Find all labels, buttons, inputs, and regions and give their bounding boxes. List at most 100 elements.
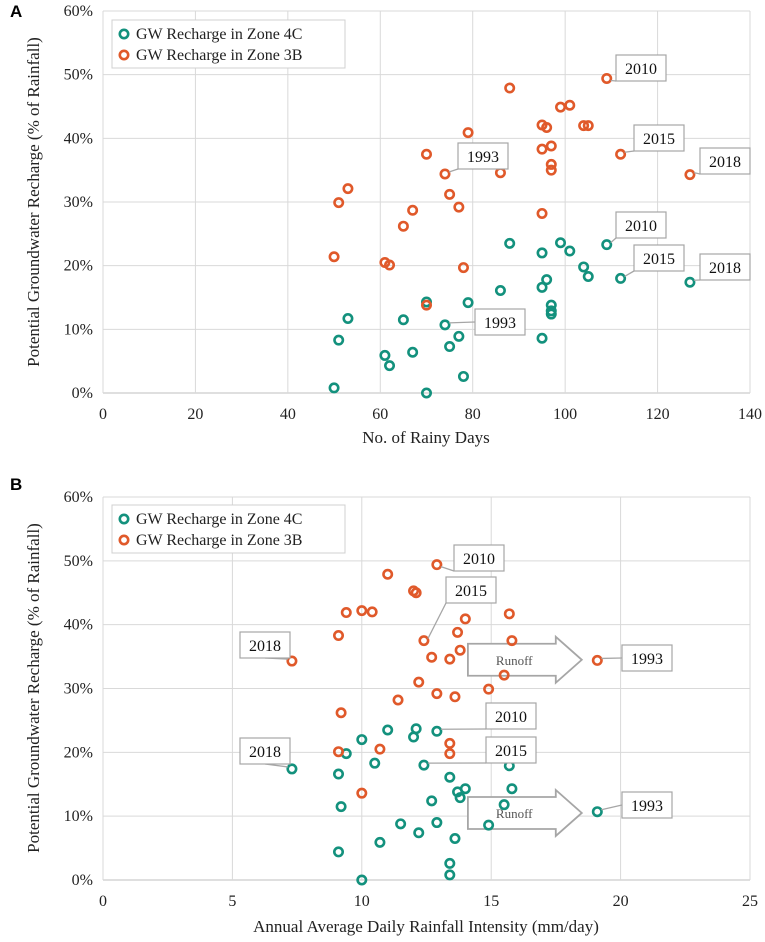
b-annotation-box	[621, 644, 673, 672]
a-annotation-leader	[610, 79, 617, 82]
a-ytick-label: 10%	[64, 321, 93, 338]
a-point-zone3b	[444, 188, 456, 200]
a-point-zone4c	[439, 319, 451, 331]
a-annotation-leader	[448, 168, 459, 173]
b-xtick-label: 10	[354, 893, 370, 910]
a-point-zone3b	[536, 207, 548, 219]
b-annotation-box	[445, 576, 497, 604]
a-point-zone3b	[439, 168, 451, 180]
a-point-zone3b	[601, 72, 613, 84]
b-point-zone4c	[459, 783, 471, 795]
a-annotation-leader	[624, 270, 635, 277]
a-point-zone3b	[342, 183, 354, 195]
b-point-zone3b	[374, 743, 386, 755]
panel-b-chart: B 0% 10% 20% 30% 40% 50% 60% 0 5 10 15 20 25 Annual Av…	[10, 475, 758, 936]
a-point-zone4c	[462, 297, 474, 309]
b-annotation-label: 2015	[495, 743, 527, 760]
a-point-zone4c	[536, 247, 548, 259]
a-point-zone4c	[397, 314, 409, 326]
b-runoff-arrow	[467, 634, 584, 685]
a-xtick-label: 60	[372, 406, 388, 423]
a-point-zone3b	[397, 220, 409, 232]
a-y-axis-label: Potential Groundwater Recharge (% of Rai…	[24, 37, 43, 367]
b-xtick-label: 5	[228, 893, 236, 910]
a-point-zone4c	[564, 245, 576, 257]
a-point-zone3b	[407, 204, 419, 216]
b-point-zone4c	[483, 819, 495, 831]
a-annotation-label: 1993	[467, 149, 499, 166]
a-ytick-label: 40%	[64, 130, 93, 147]
a-point-zone4c	[407, 346, 419, 358]
b-point-zone3b	[392, 694, 404, 706]
a-point-zone3b	[494, 167, 506, 179]
b-point-zone3b	[286, 655, 298, 667]
a-point-zone3b	[541, 122, 553, 134]
b-point-zone3b	[431, 559, 443, 571]
a-xtick-label: 120	[646, 406, 670, 423]
b-point-zone3b	[591, 654, 603, 666]
a-point-zone4c	[333, 334, 345, 346]
a-annotation-label: 2010	[625, 218, 657, 235]
b-point-zone3b	[418, 635, 430, 647]
a-point-zone3b	[453, 201, 465, 213]
a-point-zone4c	[342, 313, 354, 325]
a-xtick-label: 100	[553, 406, 577, 423]
b-ytick-label: 60%	[64, 489, 93, 506]
b-legend-marker-zone3b	[118, 534, 130, 546]
b-point-zone4c	[444, 857, 456, 869]
a-point-zone4c	[601, 239, 613, 251]
b-point-zone3b	[498, 669, 510, 681]
a-annotation-leader	[448, 321, 476, 324]
b-annotation-label: 2018	[249, 744, 281, 761]
a-legend-label: GW Recharge in Zone 4C	[136, 26, 302, 43]
a-annotation-label: 2018	[709, 260, 741, 277]
b-point-zone4c	[395, 818, 407, 830]
a-point-zone4c	[578, 261, 590, 273]
b-point-zone4c	[356, 734, 368, 746]
b-point-zone4c	[431, 817, 443, 829]
b-legend-label: GW Recharge in Zone 3B	[136, 532, 302, 549]
b-annotation-leader	[427, 602, 447, 639]
b-point-zone4c	[374, 836, 386, 848]
b-point-zone3b	[444, 653, 456, 665]
b-annotation-box	[485, 702, 537, 730]
a-x-axis-label: No. of Rainy Days	[362, 428, 489, 447]
b-legend-box	[111, 504, 346, 554]
a-point-zone4c	[379, 349, 391, 361]
b-point-zone4c	[356, 874, 368, 886]
a-ytick-label: 30%	[64, 194, 93, 211]
b-ytick-label: 0%	[72, 872, 93, 889]
b-point-zone4c	[333, 768, 345, 780]
b-point-zone3b	[340, 607, 352, 619]
a-point-zone3b	[384, 259, 396, 271]
b-annotation-box	[485, 736, 537, 764]
b-point-zone3b	[444, 748, 456, 760]
b-point-zone3b	[356, 605, 368, 617]
a-annotation-box	[633, 124, 685, 152]
a-legend-label: GW Recharge in Zone 3B	[136, 47, 302, 64]
a-annotation-label: 2010	[625, 61, 657, 78]
b-point-zone3b	[454, 644, 466, 656]
b-point-zone3b	[506, 635, 518, 647]
a-point-zone4c	[457, 370, 469, 382]
a-point-zone3b	[457, 262, 469, 274]
b-ytick-label: 10%	[64, 808, 93, 825]
a-point-zone4c	[384, 360, 396, 372]
a-point-zone4c	[328, 382, 340, 394]
b-point-zone3b	[335, 707, 347, 719]
a-point-zone3b	[420, 299, 432, 311]
a-point-zone4c	[582, 270, 594, 282]
b-annotation-leader	[440, 566, 455, 572]
b-point-zone4c	[449, 833, 461, 845]
a-point-zone3b	[536, 143, 548, 155]
a-annotation-leader	[693, 171, 701, 175]
b-panel-label: B	[10, 475, 22, 494]
b-annotation-box	[239, 631, 291, 659]
a-point-zone3b	[582, 120, 594, 132]
b-runoff-arrow	[467, 787, 584, 838]
a-point-zone4c	[615, 272, 627, 284]
a-legend-box	[111, 19, 346, 69]
a-xtick-label: 40	[280, 406, 296, 423]
b-ytick-label: 30%	[64, 681, 93, 698]
